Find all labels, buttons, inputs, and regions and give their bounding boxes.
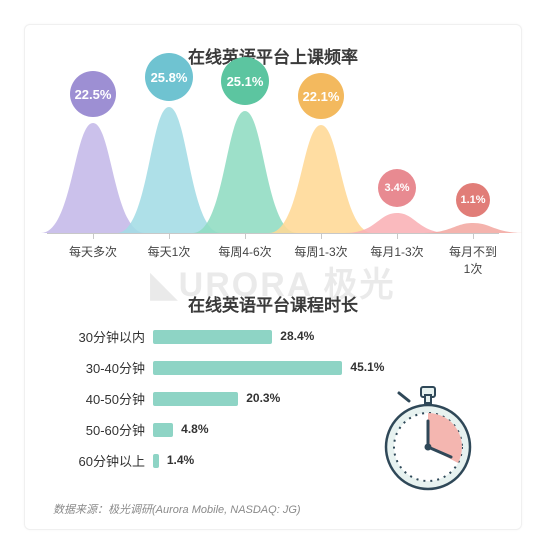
chart1-tick [397, 233, 398, 239]
chart1-axis-label: 每月1-3次 [370, 243, 423, 260]
chart1-tick [473, 233, 474, 239]
bar-label: 50-60分钟 [61, 420, 153, 439]
chart2-title: 在线英语平台课程时长 [25, 291, 521, 316]
bump-5 [421, 223, 525, 233]
value-bubble-2: 25.1% [221, 57, 269, 105]
value-bubble-5: 1.1% [456, 183, 490, 217]
chart1-axis [47, 233, 499, 234]
chart1-tick [93, 233, 94, 239]
bar-value: 1.4% [167, 453, 194, 467]
bar-track: 45.1% [153, 361, 371, 375]
chart1-tick [169, 233, 170, 239]
bar-fill [153, 423, 173, 437]
bar-row: 30分钟以内 28.4% [61, 327, 371, 346]
bar-track: 4.8% [153, 423, 371, 437]
duration-chart: 30分钟以内28.4%30-40分钟45.1%40-50分钟20.3%50-60… [61, 327, 371, 482]
bar-label: 30-40分钟 [61, 358, 153, 377]
bar-label: 30分钟以内 [61, 327, 153, 346]
chart1-tick [245, 233, 246, 239]
bar-label: 40-50分钟 [61, 389, 153, 408]
bar-track: 20.3% [153, 392, 371, 406]
bar-row: 40-50分钟 20.3% [61, 389, 371, 408]
stopwatch-icon [373, 385, 483, 495]
frequency-chart: 22.5%25.8%25.1%22.1%3.4%1.1% [47, 83, 499, 255]
bar-row: 30-40分钟45.1% [61, 358, 371, 377]
bar-row: 50-60分钟 4.8% [61, 420, 371, 439]
bar-fill [153, 330, 272, 344]
chart1-axis-label: 每月不到1次 [449, 243, 497, 277]
value-bubble-1: 25.8% [145, 53, 193, 101]
chart1-axis-label: 每周4-6次 [218, 243, 271, 260]
bar-value: 28.4% [280, 329, 314, 343]
bar-value: 45.1% [350, 360, 384, 374]
value-bubble-3: 22.1% [298, 73, 344, 119]
bar-value: 20.3% [246, 391, 280, 405]
bar-track: 1.4% [153, 454, 371, 468]
chart1-axis-label: 每天1次 [148, 243, 191, 260]
bar-fill [153, 392, 238, 406]
chart1-tick [321, 233, 322, 239]
value-bubble-0: 22.5% [70, 71, 116, 117]
chart1-title: 在线英语平台上课频率 [25, 43, 521, 68]
chart1-axis-label: 每周1-3次 [294, 243, 347, 260]
bar-value: 4.8% [181, 422, 208, 436]
value-bubble-4: 3.4% [378, 169, 416, 207]
bar-fill [153, 454, 159, 468]
bar-row: 60分钟以上 1.4% [61, 451, 371, 470]
bar-track: 28.4% [153, 330, 371, 344]
bar-label: 60分钟以上 [61, 451, 153, 470]
infographic-card: 在线英语平台上课频率 22.5%25.8%25.1%22.1%3.4%1.1% … [24, 24, 522, 530]
source-attribution: 数据来源：极光调研(Aurora Mobile, NASDAQ: JG) [53, 501, 301, 517]
chart1-axis-label: 每天多次 [69, 243, 117, 260]
bar-fill [153, 361, 342, 375]
